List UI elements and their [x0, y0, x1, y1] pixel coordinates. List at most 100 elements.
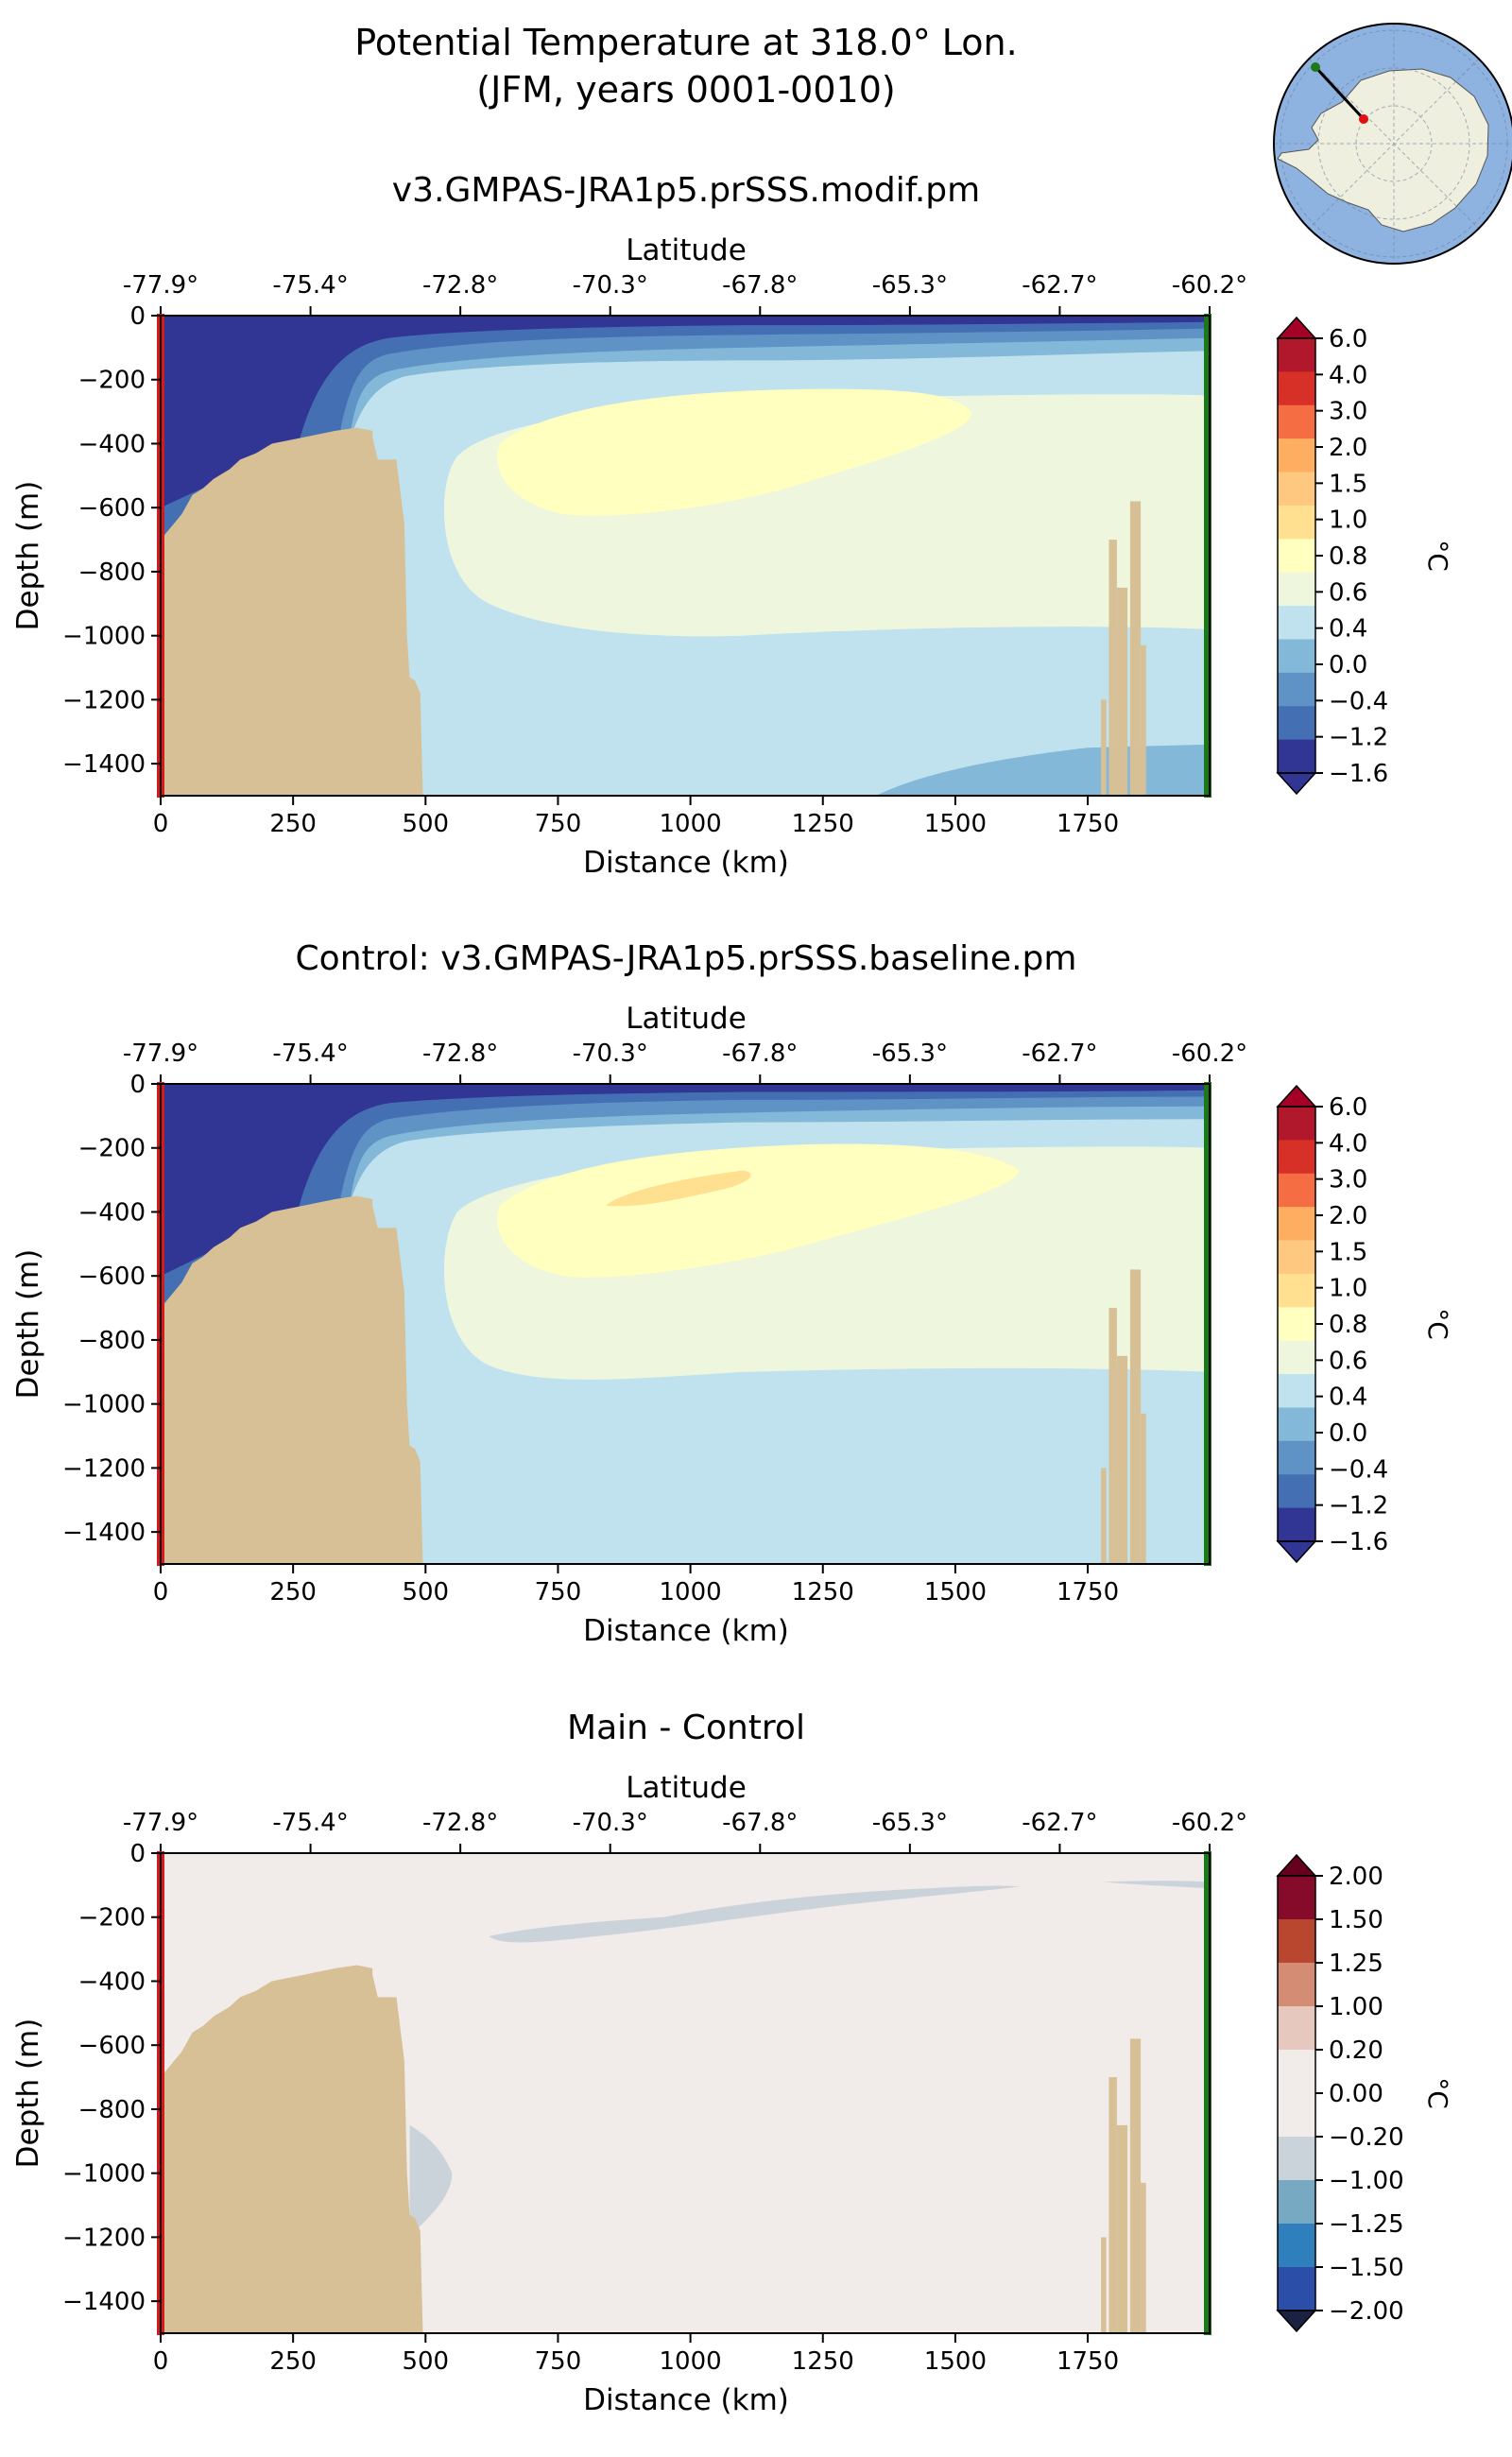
x-axis-label: Distance (km) [583, 846, 789, 880]
colorbar-tick-label: −0.4 [1329, 687, 1388, 715]
x-tick-label: 500 [402, 810, 449, 838]
x-tick-label: 1250 [792, 2347, 854, 2376]
lat-tick-label: -75.4° [272, 1809, 348, 1837]
colorbar-segment [1278, 2006, 1315, 2051]
colorbar-tick-label: 4.0 [1329, 1129, 1367, 1158]
y-tick-label: −1400 [62, 750, 146, 779]
transect-line [1314, 65, 1366, 121]
panel-modif: v3.GMPAS-JRA1p5.prSSS.modif.pm Latitude … [11, 171, 1453, 880]
colorbar-tick-label: 2.0 [1329, 1202, 1367, 1230]
colorbar-tick-label: −1.2 [1329, 1492, 1388, 1521]
colorbar-segment [1278, 639, 1315, 674]
x-tick-label: 0 [153, 810, 169, 838]
colorbar-tick-label: −0.20 [1329, 2123, 1404, 2152]
x-tick-label: 500 [402, 2347, 449, 2376]
plot-frame [160, 315, 1211, 797]
y-tick-label: −1400 [62, 2288, 146, 2316]
y-axis-label: Depth (m) [11, 481, 45, 631]
x-tick-label: 500 [402, 1578, 449, 1606]
colorbar-tick-label: 4.0 [1329, 361, 1367, 389]
lat-tick-label: -77.9° [123, 271, 198, 300]
colorbar-segment [1278, 2180, 1315, 2225]
colorbar-segment [1278, 1307, 1315, 1342]
lat-tick-label: -60.2° [1172, 1809, 1247, 1837]
lat-tick-label: -72.8° [422, 1040, 498, 1068]
lat-tick-label: -62.7° [1022, 271, 1097, 300]
y-tick-label: −1200 [62, 2224, 146, 2252]
seafloor-shelf [161, 1965, 423, 2333]
colorbar-extend-min [1276, 2310, 1317, 2333]
panel-title: Main - Control [567, 1709, 805, 1747]
end-marker-line [1204, 1082, 1211, 1566]
colorbar-extend-min [1276, 772, 1317, 796]
colorbar-tick-label: −0.4 [1329, 1455, 1388, 1484]
y-tick-label: −400 [78, 1967, 146, 1996]
seafloor-ridge [1101, 699, 1107, 796]
colorbar-segment [1278, 1474, 1315, 1509]
colorbar-tick-label: 3.0 [1329, 398, 1367, 426]
colorbar-segment [1278, 672, 1315, 707]
latitude-axis-label: Latitude [626, 1771, 747, 1805]
colorbar-tick-label: 1.5 [1329, 1238, 1367, 1266]
y-tick-label: 0 [129, 302, 146, 331]
x-tick-label: 750 [535, 810, 582, 838]
y-tick-label: −800 [78, 1327, 146, 1355]
colorbar-segment [1278, 505, 1315, 540]
plot-frame [160, 1083, 1211, 1565]
colorbar-label: °C [1422, 1308, 1453, 1340]
colorbar-tick-label: −1.6 [1329, 760, 1388, 788]
y-tick-label: −800 [78, 2096, 146, 2124]
colorbar-segment [1278, 1407, 1315, 1442]
latitude-axis-label: Latitude [626, 1002, 747, 1036]
latitude-ticks: -77.9° -75.4° -72.8° -70.3° -67.8° -65.3° -62.… [123, 1809, 1247, 1853]
x-tick-label: 250 [269, 2347, 317, 2376]
colorbar-label: °C [1422, 2077, 1453, 2109]
y-tick-label: −400 [78, 1198, 146, 1227]
colorbar-tick-label: 1.50 [1329, 1906, 1383, 1934]
x-tick-label: 750 [535, 1578, 582, 1606]
colorbar-segment [1278, 1207, 1315, 1242]
seafloor-ridge [1108, 2077, 1117, 2333]
y-axis-label: Depth (m) [11, 1249, 45, 1400]
y-tick-label: −1000 [62, 623, 146, 651]
end-marker-line [1204, 314, 1211, 798]
colorbar-extend-max [1276, 1084, 1317, 1108]
colorbar-tick-label: 0.8 [1329, 542, 1367, 571]
x-tick-label: 1250 [792, 810, 854, 838]
colorbar-tick-label: 1.0 [1329, 507, 1367, 535]
colorbar-segment [1278, 572, 1315, 607]
panel-difference: Main - Control Latitude -77.9° -75.4° -72.… [11, 1709, 1453, 2417]
colorbar-segment [1278, 472, 1315, 507]
y-tick-label: −1000 [62, 2160, 146, 2189]
colorbar-tick-label: 6.0 [1329, 325, 1367, 353]
lat-tick-label: -77.9° [123, 1809, 198, 1837]
y-tick-label: −800 [78, 558, 146, 587]
colorbar-tick-label: 0.4 [1329, 1383, 1367, 1412]
colorbar-segment [1278, 1876, 1315, 1920]
x-axis-label: Distance (km) [583, 2383, 789, 2417]
colorbar-segment [1278, 1440, 1315, 1475]
colorbar-tick-label: 0.6 [1329, 578, 1367, 607]
x-tick-label: 1500 [924, 1578, 987, 1606]
colorbar-segment [1278, 2267, 1315, 2311]
colorbar-segment [1278, 1507, 1315, 1542]
lat-tick-label: -65.3° [872, 1809, 948, 1837]
seafloor-shelf [161, 427, 423, 796]
x-tick-label: 1750 [1057, 2347, 1119, 2376]
seafloor-ridge [1116, 2124, 1128, 2333]
seafloor-ridge [1141, 644, 1146, 796]
seafloor-ridge [1108, 540, 1117, 796]
x-tick-label: 1000 [660, 810, 722, 838]
lat-tick-label: -67.8° [722, 1809, 798, 1837]
colorbar: 6.0 4.0 3.0 2.0 1.5 1.0 0.8 0.6 0.4 0.0 −0.4 −1.2 −1… [1276, 1084, 1453, 1564]
colorbar-segment [1278, 1340, 1315, 1375]
colorbar-segment [1278, 1374, 1315, 1408]
y-tick-label: 0 [129, 1071, 146, 1099]
colorbar-tick-label: −1.00 [1329, 2167, 1404, 2195]
antarctica-locator-map [1273, 23, 1512, 265]
seafloor-ridge [1116, 587, 1128, 796]
figure-title-line1: Potential Temperature at 318.0° Lon. [354, 22, 1017, 63]
x-tick-label: 1750 [1057, 810, 1119, 838]
colorbar-tick-label: 0.8 [1329, 1311, 1367, 1339]
